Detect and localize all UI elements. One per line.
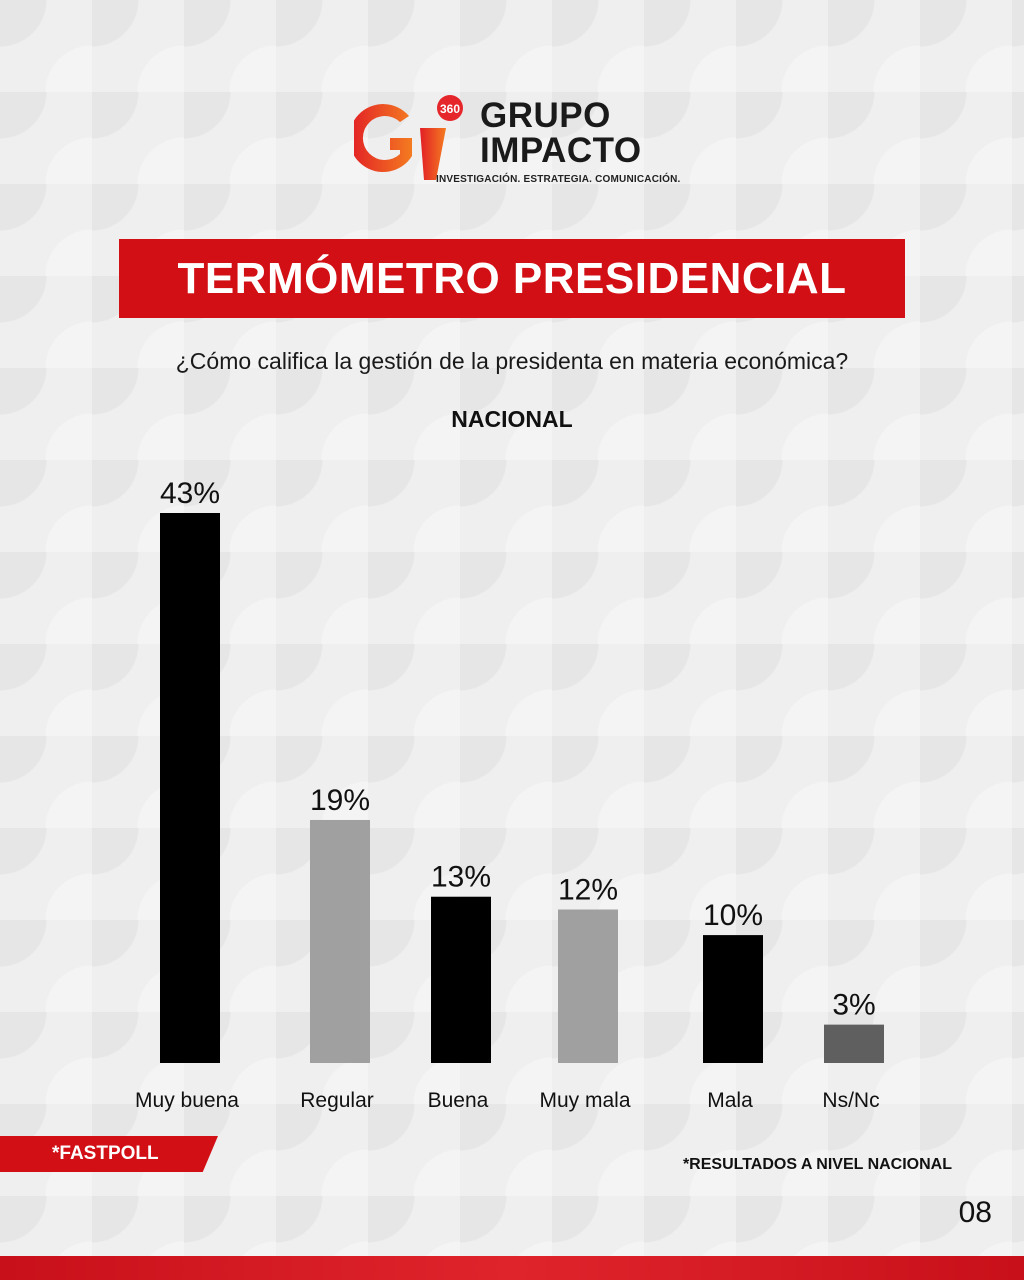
title-banner: TERMÓMETRO PRESIDENCIAL: [119, 239, 905, 318]
category-label: Buena: [428, 1089, 489, 1112]
brand-name: GRUPO IMPACTO: [480, 98, 642, 168]
brand-tagline: INVESTIGACIÓN. ESTRATEGIA. COMUNICACIÓN.: [436, 174, 681, 185]
results-footnote: *RESULTADOS A NIVEL NACIONAL: [682, 1156, 952, 1173]
fastpoll-label: *FASTPOLL: [52, 1143, 159, 1164]
bar-value-label: 3%: [832, 989, 875, 1022]
brand-name-line1: GRUPO: [480, 96, 611, 135]
bar-ns-nc: [824, 1024, 884, 1063]
brand-logo: 360 GRUPO IMPACTO INVESTIGACIÓN. ESTRATE…: [354, 86, 684, 196]
category-label: Muy mala: [539, 1089, 630, 1112]
region-label: NACIONAL: [451, 406, 573, 432]
page-number: 08: [958, 1196, 992, 1229]
bar-muy-mala: [558, 909, 618, 1063]
category-label: Regular: [300, 1089, 374, 1112]
bar-value-label: 12%: [558, 874, 618, 907]
brand-name-line2: IMPACTO: [480, 131, 642, 170]
bar-value-label: 13%: [431, 861, 491, 894]
survey-question: ¿Cómo califica la gestión de la presiden…: [175, 348, 849, 374]
category-label: Mala: [707, 1089, 753, 1112]
logo-mark-icon: 360: [354, 95, 463, 180]
category-label: Muy buena: [135, 1089, 239, 1112]
bar-mala: [703, 935, 763, 1063]
bar-regular: [310, 819, 370, 1063]
bottom-accent-bar: [0, 1256, 1024, 1280]
logo-badge-text: 360: [440, 102, 460, 116]
category-label: Ns/Nc: [822, 1089, 879, 1112]
bar-chart: 43% Muy buena 19% Regular 13% Buena 12% Muy mal…: [135, 477, 884, 1112]
bar-value-label: 19%: [310, 784, 370, 817]
bar-buena: [431, 896, 491, 1063]
bar-value-label: 10%: [703, 899, 763, 932]
fastpoll-tag: *FASTPOLL: [0, 1136, 218, 1172]
page-title: TERMÓMETRO PRESIDENCIAL: [177, 253, 847, 303]
bar-muy-buena: [160, 513, 220, 1063]
bar-value-label: 43%: [160, 477, 220, 510]
